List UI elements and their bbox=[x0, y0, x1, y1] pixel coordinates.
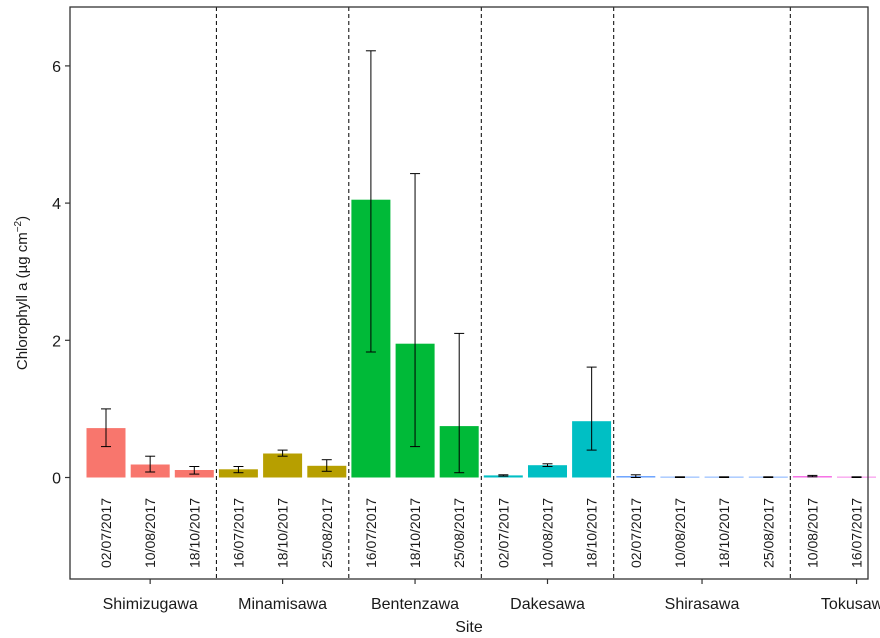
bar-date-label: 25/08/2017 bbox=[319, 498, 335, 568]
y-tick-label: 0 bbox=[52, 471, 61, 488]
bar-date-label: 02/07/2017 bbox=[495, 498, 511, 568]
x-tick-label: Bentenzawa bbox=[371, 596, 459, 613]
bar-date-label: 02/07/2017 bbox=[628, 498, 644, 568]
bar-date-label: 18/10/2017 bbox=[186, 498, 202, 568]
y-tick-label: 2 bbox=[52, 333, 61, 350]
x-tick-label: Shimizugawa bbox=[103, 596, 198, 613]
x-tick-label: Minamisawa bbox=[238, 596, 327, 613]
bar-date-label: 18/10/2017 bbox=[407, 498, 423, 568]
y-axis-title-close: ) bbox=[14, 216, 31, 221]
bars-layer bbox=[86, 199, 876, 478]
bar bbox=[218, 469, 258, 478]
bar-date-label: 10/08/2017 bbox=[804, 498, 820, 568]
x-tick-label: Tokusawa bbox=[821, 596, 880, 613]
bar-date-labels: 02/07/2017 10/08/2017 18/10/2017 16/07/2017… bbox=[98, 498, 865, 568]
bar bbox=[263, 453, 303, 478]
bar-date-label: 10/08/2017 bbox=[540, 498, 556, 568]
bar-date-label: 16/07/2017 bbox=[363, 498, 379, 568]
bar-date-label: 16/07/2017 bbox=[849, 498, 865, 568]
bar-date-label: 25/08/2017 bbox=[760, 498, 776, 568]
bar-date-label: 25/08/2017 bbox=[451, 498, 467, 568]
y-axis-title: Chlorophyll a (µg cm−2) bbox=[13, 216, 31, 370]
x-axis-ticks: Shimizugawa Minamisawa Bentenzawa Dakesawa S… bbox=[103, 579, 880, 613]
bar-date-label: 18/10/2017 bbox=[716, 498, 732, 568]
bar-date-label: 02/07/2017 bbox=[98, 498, 114, 568]
y-axis-title-superscript: −2 bbox=[13, 220, 24, 232]
bar-date-label: 10/08/2017 bbox=[672, 498, 688, 568]
x-tick-label: Dakesawa bbox=[510, 596, 585, 613]
x-axis-title: Site bbox=[455, 619, 483, 636]
x-tick-label: Shirasawa bbox=[665, 596, 740, 613]
error-bars-layer bbox=[101, 50, 862, 478]
bar-date-label: 18/10/2017 bbox=[275, 498, 291, 568]
bar-date-label: 10/08/2017 bbox=[142, 498, 158, 568]
bar-date-label: 16/07/2017 bbox=[230, 498, 246, 568]
y-tick-label: 6 bbox=[52, 59, 61, 76]
bar-date-label: 18/10/2017 bbox=[584, 498, 600, 568]
y-axis-ticks: 0 2 4 6 bbox=[52, 59, 70, 488]
y-tick-label: 4 bbox=[52, 196, 61, 213]
plot-panel-border bbox=[69, 6, 869, 580]
bar bbox=[528, 465, 567, 478]
y-axis-title-main: Chlorophyll a (µg cm bbox=[14, 232, 31, 370]
group-separators bbox=[215, 7, 791, 579]
